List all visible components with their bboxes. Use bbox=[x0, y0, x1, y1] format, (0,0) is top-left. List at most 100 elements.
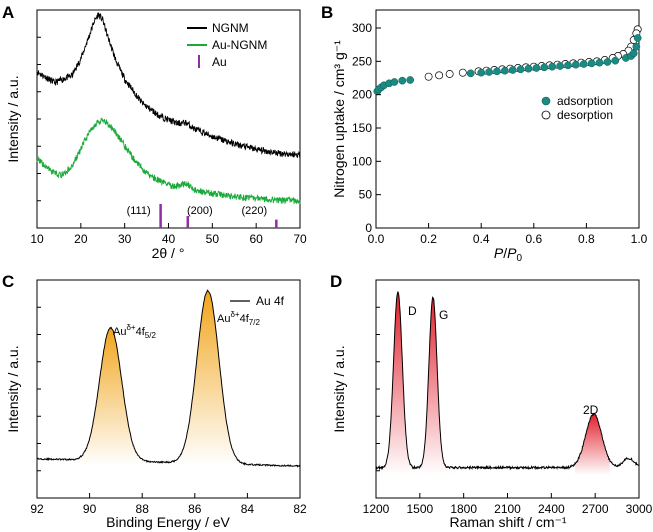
adsorption-point bbox=[629, 49, 638, 58]
raman-fill-2d bbox=[575, 413, 610, 475]
adsorption-point bbox=[508, 66, 517, 74]
panel-c-x-axis-label: Binding Energy / eV bbox=[106, 514, 230, 530]
legend-adsorption-label: adsorption bbox=[557, 94, 613, 108]
adsorption-point bbox=[556, 62, 564, 70]
adsorption-point bbox=[633, 34, 642, 42]
y-tick-label: 0 bbox=[365, 221, 372, 235]
x-tick-label: 0.0 bbox=[368, 232, 385, 246]
legend-ngnm-label: NGNM bbox=[212, 21, 249, 35]
panel-d-plot-area bbox=[375, 291, 640, 475]
adsorption-point bbox=[493, 67, 501, 76]
x-tick-label: 0.8 bbox=[578, 232, 595, 246]
raman-fill-d-g bbox=[376, 291, 458, 475]
peak-label-d: D bbox=[408, 304, 417, 318]
reference-bar-label: (200) bbox=[187, 205, 213, 217]
panel-a-x-axis-label: 2θ / ° bbox=[152, 245, 185, 261]
adsorption-point bbox=[611, 56, 620, 65]
y-tick-label: 300 bbox=[352, 21, 372, 35]
peak-label-g: G bbox=[439, 308, 448, 322]
adsorption-point bbox=[632, 42, 641, 51]
adsorption-point bbox=[564, 61, 572, 70]
panel-a-label: A bbox=[2, 3, 14, 22]
legend-desorption-label: desorption bbox=[557, 108, 613, 122]
panel-d-y-axis-label: Intensity / a.u. bbox=[331, 345, 347, 432]
y-tick-label: 250 bbox=[352, 54, 372, 68]
panel-d: D 1200 1500 1800 2100 2400 2700 3000 Raman shi… bbox=[330, 272, 653, 530]
adsorption-point bbox=[390, 78, 399, 86]
panel-c-plot-area bbox=[36, 289, 301, 468]
peak-label-2d: 2D bbox=[583, 403, 599, 417]
panel-b-plot-area bbox=[373, 25, 642, 96]
xps-line-au4f bbox=[36, 289, 301, 468]
adsorption-point bbox=[579, 60, 588, 68]
panel-b-x-ticks: 0.0 0.2 0.4 0.6 0.8 1.0 bbox=[368, 223, 648, 246]
adsorption-point bbox=[572, 60, 580, 69]
panel-c-legend: Au 4f bbox=[230, 294, 285, 308]
panel-b-label: B bbox=[321, 3, 333, 22]
x-tick-label: 2400 bbox=[538, 502, 565, 516]
reference-bar-label: (111) bbox=[127, 205, 151, 217]
adsorption-point bbox=[406, 76, 415, 84]
x-tick-label: 2700 bbox=[582, 502, 609, 516]
y-tick-label: 200 bbox=[352, 88, 372, 102]
panel-a-x-ticks: 10 20 30 40 50 60 70 bbox=[30, 36, 307, 246]
adsorption-point bbox=[603, 58, 612, 66]
panel-d-label: D bbox=[330, 272, 342, 291]
panel-d-x-axis-label: Raman shift / cm⁻¹ bbox=[449, 514, 566, 530]
x-tick-label: 70 bbox=[293, 232, 307, 246]
x-tick-label: 82 bbox=[293, 502, 307, 516]
adsorption-point bbox=[548, 62, 557, 71]
peak-fill-au-4f52 bbox=[78, 327, 144, 466]
x-tick-label: 10 bbox=[30, 232, 44, 246]
legend-adsorption-marker bbox=[541, 96, 551, 106]
x-tick-label: 0.6 bbox=[525, 232, 542, 246]
series-line-au-ngnm bbox=[36, 117, 301, 204]
y-tick-label: 50 bbox=[359, 188, 373, 202]
x-tick-label: 60 bbox=[249, 232, 263, 246]
reference-bar-label: (220) bbox=[241, 205, 267, 217]
panel-c-label: C bbox=[2, 272, 14, 291]
panel-b: B 0.0 0.2 0.4 0.6 0.8 1.0 050100150200250300 … bbox=[321, 3, 648, 264]
panel-a-plot-area: (111) (200) (220) bbox=[36, 11, 301, 228]
panel-c-y-axis-label: Intensity / a.u. bbox=[5, 345, 21, 432]
adsorption-point bbox=[595, 58, 604, 67]
x-tick-label: 0.4 bbox=[473, 232, 490, 246]
panel-c: C 92 90 88 86 84 82 Binding Energy / eV Inten… bbox=[2, 272, 307, 530]
x-tick-label: 0.2 bbox=[420, 232, 437, 246]
adsorption-point bbox=[398, 76, 407, 85]
x-tick-label: 1200 bbox=[363, 502, 390, 516]
adsorption-point bbox=[516, 65, 525, 74]
panel-a: A (111) (200) (220) 10 20 30 40 50 60 70 2θ / ° … bbox=[2, 3, 307, 261]
x-tick-label: 20 bbox=[74, 232, 88, 246]
adsorption-point bbox=[477, 68, 486, 77]
x-tick-label: 1800 bbox=[450, 502, 477, 516]
legend-au-ngnm-label: Au-NGNM bbox=[212, 38, 267, 52]
peak-label-au-4f52: Auδ+4f5/2 bbox=[113, 323, 156, 340]
y-tick-label: 150 bbox=[352, 121, 372, 135]
adsorption-point bbox=[540, 63, 549, 72]
adsorption-point bbox=[587, 59, 596, 68]
adsorption-point bbox=[466, 69, 475, 78]
desorption-point bbox=[445, 70, 454, 78]
panel-b-x-axis-label: P/P0 bbox=[494, 245, 523, 264]
x-tick-label: 92 bbox=[30, 502, 44, 516]
panel-b-legend: adsorption desorption bbox=[541, 94, 613, 122]
legend-desorption-marker bbox=[541, 110, 551, 120]
x-tick-label: 30 bbox=[118, 232, 132, 246]
x-tick-label: 84 bbox=[241, 502, 255, 516]
x-tick-label: 1500 bbox=[406, 502, 433, 516]
y-tick-label: 100 bbox=[352, 154, 372, 168]
adsorption-point bbox=[501, 66, 509, 75]
peak-label-au-4f72: Auδ+4f7/2 bbox=[217, 310, 260, 327]
panel-a-legend: NGNM Au-NGNM Au bbox=[187, 21, 267, 69]
series-line-ngnm bbox=[36, 11, 301, 159]
legend-au-label: Au bbox=[212, 55, 227, 69]
x-tick-label: 40 bbox=[162, 232, 176, 246]
desorption-point bbox=[435, 71, 444, 80]
panel-a-y-axis-label: Intensity / a.u. bbox=[5, 75, 21, 162]
x-tick-label: 1.0 bbox=[631, 232, 648, 246]
x-tick-label: 90 bbox=[83, 502, 97, 516]
desorption-point bbox=[458, 68, 467, 77]
panel-d-x-ticks: 1200 1500 1800 2100 2400 2700 3000 bbox=[363, 306, 653, 516]
